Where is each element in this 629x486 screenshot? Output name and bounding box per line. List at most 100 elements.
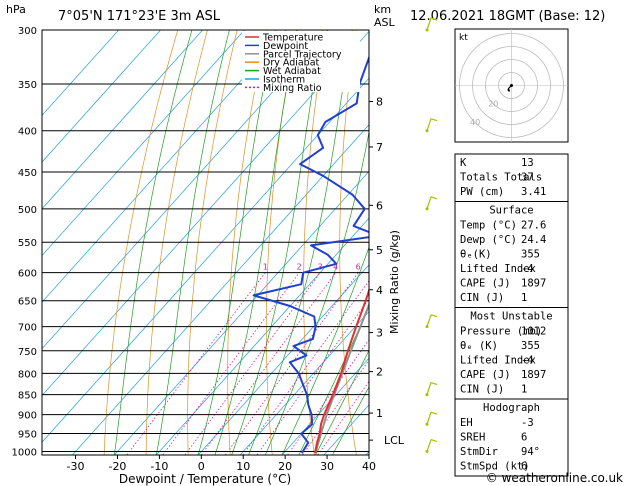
- most-unstable-row-label: Pressure (mb): [460, 326, 542, 338]
- mixing-ratio-label: 16: [412, 263, 422, 272]
- isotherm-line: [197, 264, 369, 455]
- wind-barb-staff: [426, 412, 432, 425]
- pressure-tick-label: 700: [18, 323, 37, 334]
- altitude-tick-label: 8: [376, 96, 383, 109]
- wind-barb-flag: [430, 118, 438, 122]
- hodograph-ring-label: 40: [470, 118, 480, 127]
- wind-barb: [425, 314, 438, 329]
- mixing-ratio-line: [200, 272, 337, 455]
- hodograph-table-row-value: 6: [521, 432, 527, 444]
- mixing-ratio-line: [224, 272, 359, 455]
- mixing-ratio-label: 2: [297, 263, 302, 272]
- pressure-axis: 300 350 400 450 500 550 600 650 700 750 800 850 900 9…: [12, 26, 37, 459]
- altitude-tick-label: 3: [376, 327, 383, 340]
- datetime-title: 12.06.2021 18GMT (Base: 12): [410, 9, 605, 24]
- wind-barb-staff: [426, 17, 432, 31]
- indices-row-value: 13: [521, 157, 534, 169]
- location-title: 7°05'N 171°23'E 3m ASL: [58, 9, 221, 24]
- wet-adiabat-line: [315, 349, 369, 455]
- hodograph-table-row-value: -3: [521, 417, 534, 429]
- dry-adiabat-line: [265, 30, 298, 455]
- wind-barb-flag: [430, 314, 438, 318]
- wind-barb-staff: [426, 382, 432, 395]
- wet-adiabat-line: [281, 246, 369, 455]
- most-unstable-row-value: 355: [521, 340, 540, 352]
- most-unstable-row-value: -4: [521, 355, 534, 367]
- mixing-ratio-line: [162, 272, 300, 455]
- indices-row-label: Totals Totals: [460, 172, 542, 184]
- mixing-ratio-label: 8: [372, 263, 377, 272]
- surface-row-label: Temp (°C): [460, 220, 517, 232]
- hpa-label: hPa: [6, 3, 26, 16]
- km-label: km: [374, 3, 391, 16]
- wet-adiabat-line: [155, 30, 230, 455]
- altitude-tick-label: 5: [376, 244, 383, 257]
- pressure-tick-label: 500: [18, 205, 37, 216]
- hodograph-table-box: [454, 398, 569, 477]
- indices-row-label: K: [460, 157, 467, 169]
- hodograph-table-title: Hodograph: [483, 402, 540, 414]
- temperature-tick-label: 30: [320, 460, 334, 473]
- pressure-tick-label: 900: [18, 411, 37, 422]
- lcl-label: LCL: [384, 434, 405, 447]
- x-axis-title: Dewpoint / Temperature (°C): [119, 472, 291, 486]
- dry-adiabat-line: [339, 30, 357, 455]
- most-unstable-row-value: 1012: [521, 326, 546, 338]
- parcel-trajectory-line: [314, 302, 369, 454]
- pressure-tick-label: 800: [18, 369, 37, 380]
- legend-label: Mixing Ratio: [263, 83, 322, 94]
- surface-row-label: Lifted Index: [460, 263, 536, 275]
- most-unstable-row-label: CIN (J): [460, 384, 504, 396]
- dry-adiabat-line: [187, 30, 238, 455]
- wet-adiabat-line: [331, 386, 369, 455]
- most-unstable-row-value: 1: [521, 384, 527, 396]
- wind-barb-dot: [425, 129, 429, 133]
- pressure-tick-label: 650: [18, 297, 37, 308]
- dry-adiabat-line: [623, 24, 629, 455]
- legend-label: Dewpoint: [263, 41, 308, 52]
- wind-barb-staff: [426, 314, 432, 327]
- plot-frame: [41, 29, 370, 456]
- most-unstable-box: [454, 307, 569, 400]
- wind-barb: [425, 411, 438, 426]
- hodograph-table-row-label: SREH: [460, 432, 485, 444]
- wind-barb-staff: [426, 439, 432, 452]
- mixing-ratio-label: 1: [263, 263, 268, 272]
- most-unstable-row-value: 1897: [521, 369, 546, 381]
- wind-barbs: [425, 17, 438, 454]
- mixing-ratio-axis-title: Mixing Ratio (g/kg): [388, 230, 401, 334]
- surface-title: Surface: [489, 205, 533, 217]
- wind-barb-dot: [425, 207, 429, 211]
- wind-barb: [425, 382, 438, 397]
- profile-lines: [252, 54, 369, 454]
- surface-row-label: θₑ(K): [460, 249, 492, 261]
- hodograph-table-row-label: StmSpd (kt): [460, 461, 530, 473]
- wind-barb-dot: [425, 393, 429, 397]
- wind-barb: [425, 118, 438, 133]
- temperature-tick-label: 20: [278, 460, 292, 473]
- most-unstable-row-label: Lifted Index: [460, 355, 536, 367]
- dry-adiabat-line: [409, 24, 441, 455]
- surface-row-label: CIN (J): [460, 292, 504, 304]
- wind-barb-flag: [430, 411, 438, 415]
- wind-barb-dot: [425, 28, 429, 32]
- legend-label: Temperature: [262, 33, 323, 44]
- hodograph-table-row-label: EH: [460, 417, 473, 429]
- hodograph-table-row-value: 94°: [521, 446, 540, 458]
- temperature-line: [314, 287, 369, 454]
- pressure-tick-label: 600: [18, 269, 37, 280]
- mixing-ratio-line: [184, 272, 321, 455]
- legend-label: Dry Adiabat: [263, 58, 320, 69]
- dry-adiabat-line: [303, 30, 327, 455]
- surface-row-value: -4: [521, 263, 534, 275]
- pressure-tick-label: 350: [18, 80, 37, 91]
- isotherm-line: [42, 30, 161, 163]
- surface-row-value: 355: [521, 249, 540, 261]
- wet-adiabat-line: [214, 30, 298, 455]
- hodograph-table-row-label: StmDir: [460, 446, 498, 458]
- indices-row-value: 3.41: [521, 186, 546, 198]
- wind-barb-flag: [430, 196, 438, 200]
- most-unstable-row-label: θₑ (K): [460, 340, 498, 352]
- surface-row-value: 1: [521, 292, 527, 304]
- mixing-ratio-label: 4: [333, 263, 338, 272]
